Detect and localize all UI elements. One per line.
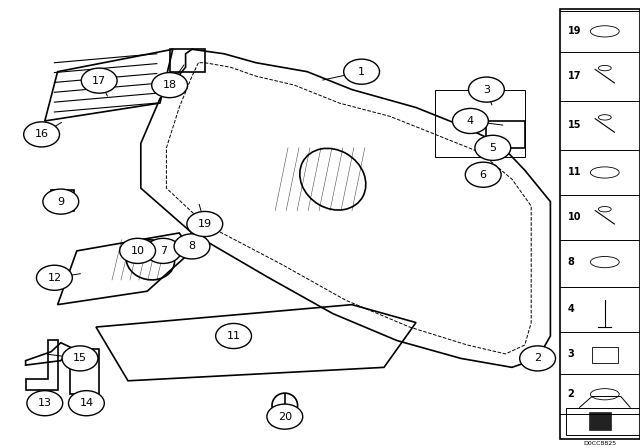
Circle shape bbox=[475, 135, 511, 160]
Text: 10: 10 bbox=[131, 246, 145, 256]
Circle shape bbox=[216, 323, 252, 349]
Text: 4: 4 bbox=[568, 304, 575, 314]
Circle shape bbox=[36, 265, 72, 290]
Text: 10: 10 bbox=[568, 212, 581, 222]
Bar bbox=[592, 347, 618, 363]
Circle shape bbox=[152, 73, 188, 98]
Circle shape bbox=[344, 59, 380, 84]
Text: 7: 7 bbox=[159, 246, 167, 256]
Circle shape bbox=[267, 404, 303, 429]
Text: 6: 6 bbox=[480, 170, 486, 180]
Text: 20: 20 bbox=[278, 412, 292, 422]
Text: 3: 3 bbox=[483, 85, 490, 95]
Text: 1: 1 bbox=[358, 67, 365, 77]
Circle shape bbox=[174, 234, 210, 259]
Circle shape bbox=[62, 346, 98, 371]
Text: 13: 13 bbox=[38, 398, 52, 408]
Text: 17: 17 bbox=[568, 71, 581, 81]
Text: 2: 2 bbox=[568, 389, 575, 399]
Text: 18: 18 bbox=[163, 80, 177, 90]
Text: 15: 15 bbox=[73, 353, 87, 363]
Circle shape bbox=[465, 162, 501, 187]
Text: 8: 8 bbox=[568, 257, 575, 267]
Text: 3: 3 bbox=[568, 349, 575, 359]
Text: 11: 11 bbox=[227, 331, 241, 341]
Text: 14: 14 bbox=[79, 398, 93, 408]
Text: 19: 19 bbox=[568, 26, 581, 36]
Text: 5: 5 bbox=[490, 143, 496, 153]
Circle shape bbox=[43, 189, 79, 214]
Text: 9: 9 bbox=[57, 197, 65, 207]
Circle shape bbox=[24, 122, 60, 147]
Circle shape bbox=[520, 346, 556, 371]
Circle shape bbox=[452, 108, 488, 134]
Circle shape bbox=[120, 238, 156, 263]
Circle shape bbox=[81, 68, 117, 93]
Circle shape bbox=[68, 391, 104, 416]
Text: 16: 16 bbox=[35, 129, 49, 139]
Text: 2: 2 bbox=[534, 353, 541, 363]
Circle shape bbox=[468, 77, 504, 102]
Circle shape bbox=[145, 238, 181, 263]
Text: 12: 12 bbox=[47, 273, 61, 283]
Text: 15: 15 bbox=[568, 121, 581, 130]
Circle shape bbox=[27, 391, 63, 416]
Text: 17: 17 bbox=[92, 76, 106, 86]
Text: 8: 8 bbox=[188, 241, 196, 251]
Text: 11: 11 bbox=[568, 168, 581, 177]
Circle shape bbox=[187, 211, 223, 237]
Bar bbox=[560, 9, 640, 439]
Bar bbox=[589, 412, 611, 430]
Text: 4: 4 bbox=[467, 116, 474, 126]
Text: 19: 19 bbox=[198, 219, 212, 229]
Bar bbox=[566, 408, 640, 435]
Text: D0CC8825: D0CC8825 bbox=[583, 441, 616, 446]
